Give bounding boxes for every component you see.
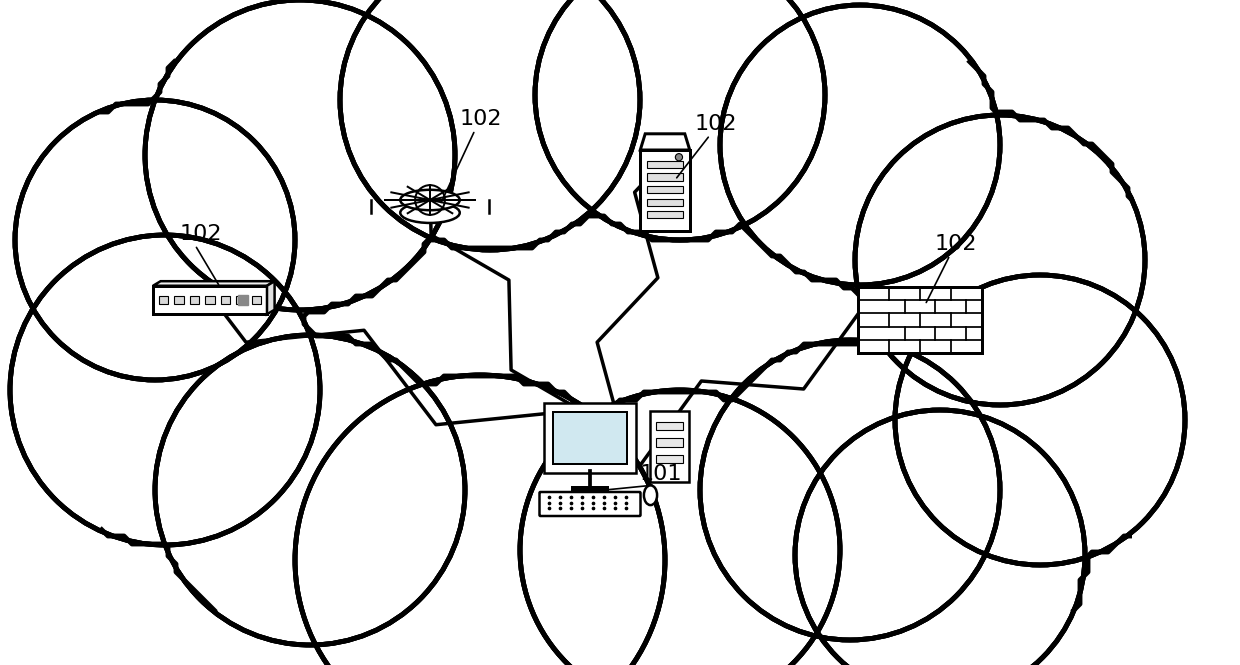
Bar	[858, 287, 982, 353]
Text: 102: 102	[460, 109, 502, 129]
Bar	[656, 422, 683, 430]
Circle shape	[340, 0, 640, 250]
Bar	[647, 199, 682, 205]
FancyBboxPatch shape	[539, 492, 641, 516]
Bar	[236, 296, 246, 304]
Bar	[153, 286, 267, 315]
Bar	[651, 410, 689, 482]
Ellipse shape	[401, 190, 460, 210]
Bar	[647, 161, 682, 168]
Circle shape	[295, 375, 665, 665]
Polygon shape	[640, 134, 689, 150]
Circle shape	[155, 335, 465, 645]
Polygon shape	[153, 281, 274, 286]
Ellipse shape	[401, 203, 460, 223]
Circle shape	[145, 0, 455, 310]
Circle shape	[15, 100, 295, 380]
Circle shape	[895, 275, 1185, 565]
Bar	[647, 174, 682, 181]
Circle shape	[10, 235, 320, 545]
Circle shape	[520, 390, 839, 665]
Circle shape	[676, 154, 682, 161]
Bar	[190, 296, 200, 304]
Text: 101: 101	[640, 464, 682, 484]
Polygon shape	[267, 281, 274, 315]
Ellipse shape	[644, 485, 657, 505]
Circle shape	[795, 410, 1085, 665]
Circle shape	[720, 5, 999, 285]
Bar	[252, 296, 262, 304]
Circle shape	[701, 340, 999, 640]
Circle shape	[856, 115, 1145, 405]
Bar	[656, 454, 683, 464]
Circle shape	[534, 0, 825, 240]
Text: 102: 102	[180, 224, 222, 244]
Bar	[647, 211, 682, 218]
Bar	[206, 296, 215, 304]
Text: 102: 102	[694, 114, 738, 134]
Bar	[553, 412, 627, 464]
Bar	[159, 296, 169, 304]
Bar	[221, 296, 231, 304]
Bar	[647, 186, 682, 194]
Bar	[640, 150, 689, 231]
Bar	[175, 296, 184, 304]
FancyBboxPatch shape	[544, 403, 636, 473]
Text: 102: 102	[935, 234, 977, 254]
Bar	[656, 438, 683, 447]
